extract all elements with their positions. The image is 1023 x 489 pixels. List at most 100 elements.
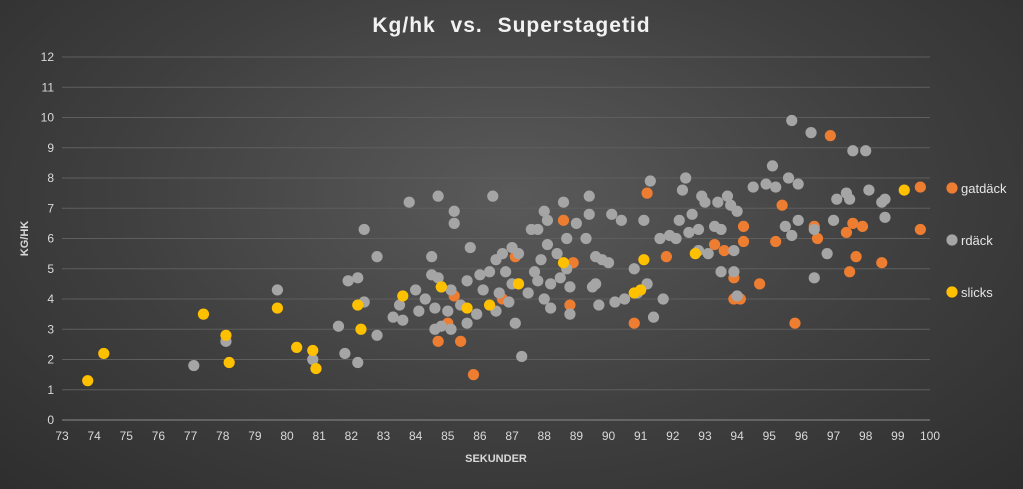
data-point-rdäck — [496, 248, 509, 260]
data-point-rdäck — [474, 269, 486, 281]
data-point-gatdäck — [824, 130, 836, 142]
data-point-rdäck — [609, 296, 621, 308]
data-point-rdäck — [606, 208, 618, 220]
x-tick-label: 87 — [505, 429, 519, 443]
data-point-rdäck — [461, 275, 473, 287]
data-point-rdäck — [654, 232, 666, 245]
data-point-rdäck — [509, 317, 521, 329]
data-point-rdäck — [676, 184, 689, 196]
data-point-rdäck — [570, 217, 582, 229]
data-point-gatdäck — [628, 317, 640, 329]
data-point-rdäck — [879, 211, 891, 223]
data-point-slicks — [310, 362, 322, 375]
data-point-rdäck — [715, 266, 727, 278]
data-point-rdäck — [413, 305, 425, 317]
data-point-gatdäck — [432, 335, 444, 347]
chart-title: Kg/hk vs. Superstagetid — [372, 14, 651, 37]
x-tick-label: 79 — [248, 429, 262, 443]
data-point-gatdäck — [776, 199, 788, 211]
y-tick-label: 3 — [47, 322, 54, 336]
data-point-rdäck — [442, 305, 454, 317]
data-point-gatdäck — [564, 299, 576, 311]
data-point-slicks — [82, 375, 94, 387]
data-point-rdäck — [387, 311, 399, 323]
data-point-rdäck — [673, 214, 685, 226]
data-point-slicks — [291, 341, 303, 353]
data-point-slicks — [352, 299, 364, 311]
y-tick-label: 12 — [41, 50, 55, 64]
data-point-rdäck — [541, 214, 554, 226]
data-point-rdäck — [715, 223, 727, 236]
x-tick-label: 89 — [570, 429, 584, 443]
data-point-rdäck — [680, 172, 692, 184]
data-point-rdäck — [483, 266, 496, 278]
data-point-rdäck — [638, 214, 650, 226]
data-point-rdäck — [448, 217, 460, 229]
data-point-slicks — [197, 308, 210, 320]
y-tick-label: 9 — [47, 141, 54, 155]
data-point-slicks — [512, 278, 525, 290]
data-point-rdäck — [786, 229, 798, 242]
data-point-rdäck — [827, 214, 840, 226]
legend-label: slicks — [961, 285, 993, 300]
x-tick-label: 88 — [538, 429, 552, 443]
data-point-rdäck — [532, 275, 544, 287]
x-tick-label: 97 — [827, 429, 841, 443]
data-point-rdäck — [731, 290, 743, 302]
data-point-rdäck — [371, 329, 383, 341]
data-point-slicks — [638, 254, 650, 266]
x-tick-label: 82 — [345, 429, 359, 443]
data-point-rdäck — [805, 127, 817, 139]
x-tick-label: 84 — [409, 429, 423, 443]
gridlines — [62, 56, 930, 421]
data-point-rdäck — [647, 311, 660, 323]
data-point-rdäck — [512, 248, 525, 260]
y-tick-label: 0 — [47, 413, 54, 427]
data-point-rdäck — [448, 205, 460, 217]
y-tick-label: 11 — [42, 80, 55, 94]
x-tick-label: 77 — [184, 429, 198, 443]
x-tick-label: 73 — [55, 429, 69, 443]
data-point-rdäck — [821, 248, 833, 260]
data-point-rdäck — [686, 208, 698, 220]
data-point-rdäck — [445, 323, 457, 335]
data-point-slicks — [220, 329, 232, 341]
data-point-rdäck — [728, 266, 740, 278]
data-point-rdäck — [683, 226, 695, 239]
data-point-rdäck — [583, 208, 595, 220]
data-point-rdäck — [847, 145, 859, 157]
data-point-rdäck — [721, 190, 734, 202]
data-point-rdäck — [432, 272, 444, 284]
y-tick-label: 4 — [47, 292, 54, 306]
data-point-rdäck — [551, 248, 563, 260]
data-point-rdäck — [808, 272, 820, 284]
x-tick-label: 83 — [377, 429, 391, 443]
data-point-rdäck — [602, 257, 615, 269]
y-tick-label: 2 — [47, 353, 54, 367]
y-tick-label: 7 — [47, 201, 54, 215]
data-point-rdäck — [541, 238, 554, 251]
legend-marker — [946, 234, 958, 246]
data-point-gatdäck — [876, 257, 888, 269]
data-points — [82, 114, 926, 387]
data-point-rdäck — [445, 284, 457, 296]
x-tick-label: 93 — [698, 429, 712, 443]
data-point-gatdäck — [789, 317, 801, 329]
data-point-rdäck — [618, 293, 631, 305]
data-point-rdäck — [487, 190, 499, 202]
x-tick-label: 92 — [666, 429, 680, 443]
data-point-gatdäck — [811, 232, 824, 245]
data-point-rdäck — [410, 284, 422, 296]
data-point-rdäck — [657, 293, 669, 305]
y-tick-label: 10 — [41, 111, 55, 125]
x-tick-label: 74 — [87, 429, 101, 443]
data-point-gatdäck — [455, 335, 467, 347]
x-tick-label: 81 — [313, 429, 327, 443]
data-point-rdäck — [271, 284, 283, 296]
data-point-rdäck — [844, 193, 856, 205]
data-point-slicks — [483, 299, 496, 311]
x-tick-label: 100 — [920, 429, 940, 443]
data-point-rdäck — [332, 320, 345, 332]
data-point-gatdäck — [660, 251, 672, 263]
